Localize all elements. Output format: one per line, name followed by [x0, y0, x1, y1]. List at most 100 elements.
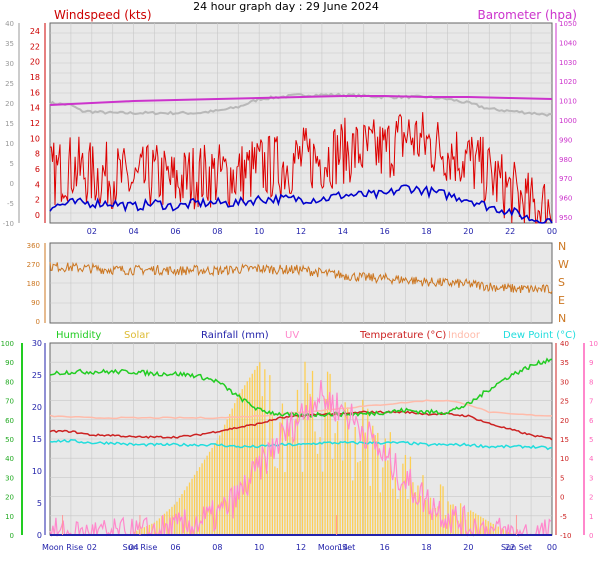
humidity-tick-label: 100 — [1, 340, 14, 348]
solar-bar — [286, 426, 289, 535]
solar-bar — [389, 432, 391, 535]
legend-item: UV — [285, 330, 299, 341]
solar-bar — [369, 485, 371, 535]
uv-tick-label: 6 — [589, 417, 594, 425]
rainfall-tick-label: 10 — [32, 467, 42, 476]
temperature-tick-label: 10 — [560, 455, 569, 463]
uv-tick-label: 5 — [589, 436, 593, 444]
annotation-label: Sun Rise — [123, 543, 158, 552]
legend-item: Dew Point (°C) — [503, 330, 576, 341]
solar-bar — [427, 498, 429, 535]
solar-bar — [434, 507, 437, 535]
astro-annotations: Moon Rise Moon Set Sun Rise Sun Set — [42, 515, 532, 552]
solar-bar — [309, 393, 311, 535]
uv-tick-label: 3 — [589, 474, 593, 482]
x-tick-label: 06 — [170, 543, 180, 552]
windspeed-tick-label: 2 — [35, 196, 40, 205]
solar-bar — [211, 447, 213, 535]
x-tick-label: 16 — [380, 543, 390, 552]
graph-title: 24 hour graph day : 29 June 2024 — [193, 0, 379, 13]
barometer-tick-label: 1030 — [559, 59, 577, 67]
indoor-line — [49, 399, 552, 420]
windspeed-tick-label: 24 — [30, 27, 40, 36]
solar-bar — [334, 433, 336, 535]
solar-bar — [259, 362, 261, 535]
solar-bar — [196, 471, 198, 535]
solar-bar — [301, 471, 304, 535]
barometer-tick-label: 1050 — [559, 20, 577, 28]
rainfall-tick-label: 25 — [32, 371, 42, 380]
outer-tick-label: 15 — [5, 120, 14, 128]
outer-tick-label: 25 — [5, 80, 14, 88]
temperature-ticks: 40 35 30 25 20 15 10 5 0 -5 -10 — [560, 340, 571, 540]
solar-bar — [316, 453, 319, 535]
solar-bar — [367, 408, 369, 535]
solar-bar — [239, 392, 241, 535]
dewpoint-line — [49, 438, 553, 451]
windspeed-tick-label: 20 — [30, 58, 40, 67]
x-tick-label: 10 — [254, 543, 264, 552]
x-tick-label: 00 — [547, 227, 557, 236]
wind-panel-x-ticks: 02 04 06 08 10 12 14 16 18 20 22 00 — [87, 227, 557, 236]
solar-bar — [163, 513, 166, 535]
solar-bar — [276, 468, 279, 535]
barometer-tick-label: 980 — [559, 156, 572, 164]
x-tick-label: 04 — [129, 543, 139, 552]
solar-bar — [417, 485, 419, 535]
solar-bar — [254, 369, 256, 535]
solar-bar — [477, 515, 479, 535]
solar-bar — [311, 370, 314, 535]
solar-bar — [359, 460, 361, 535]
solar-bar — [269, 375, 271, 535]
solar-bar — [294, 420, 296, 535]
x-tick-label: 08 — [212, 227, 222, 236]
x-tick-label: 18 — [421, 227, 431, 236]
bottom-panel-x-ticks: 02 04 06 08 10 12 14 16 18 20 22 00 — [87, 543, 557, 552]
solar-bar — [454, 506, 457, 535]
barometer-tick-label: 950 — [559, 214, 572, 222]
solar-bar — [284, 472, 286, 535]
solar-bar — [256, 366, 258, 535]
solar-bar — [412, 482, 414, 535]
solar-bar — [241, 389, 243, 535]
solar-bar — [364, 432, 366, 535]
solar-bar — [281, 403, 284, 535]
uv-tick-label: 0 — [589, 532, 593, 540]
windspeed-tick-label: 0 — [35, 211, 40, 220]
solar-bar — [507, 531, 509, 535]
rainfall-tick-label: 0 — [37, 531, 42, 540]
solar-bar — [304, 361, 306, 535]
solar-bar — [136, 530, 138, 535]
solar-bar — [341, 460, 344, 535]
uv-tick-label: 2 — [589, 494, 593, 502]
outer-tick-label: -10 — [3, 220, 14, 228]
temperature-tick-label: 35 — [560, 359, 569, 367]
direction-compass-tick-label: N — [558, 240, 566, 253]
solar-bar — [505, 530, 507, 535]
outer-tick-label: 0 — [10, 180, 14, 188]
uv-tick-label: 9 — [589, 359, 593, 367]
x-tick-label: 10 — [254, 227, 264, 236]
humidity-tick-label: 30 — [5, 474, 14, 482]
solar-bar — [271, 416, 274, 535]
solar-bar — [133, 531, 135, 535]
x-tick-label: 22 — [505, 543, 515, 552]
windspeed-tick-label: 22 — [30, 42, 40, 51]
solar-bar — [158, 518, 161, 535]
solar-bar — [234, 403, 236, 535]
rainfall-tick-label: 20 — [32, 403, 42, 412]
solar-bar — [497, 526, 499, 535]
solar-bar — [324, 398, 326, 535]
uv-tick-label: 4 — [589, 455, 594, 463]
x-tick-label: 22 — [505, 227, 515, 236]
outer-tick-label: 20 — [5, 100, 14, 108]
solar-bar — [206, 455, 208, 535]
outer-tick-label: -5 — [7, 200, 14, 208]
solar-bar — [449, 504, 452, 535]
solar-bar — [482, 518, 484, 535]
solar-bar — [264, 369, 266, 535]
outer-tick-label: 30 — [5, 60, 14, 68]
